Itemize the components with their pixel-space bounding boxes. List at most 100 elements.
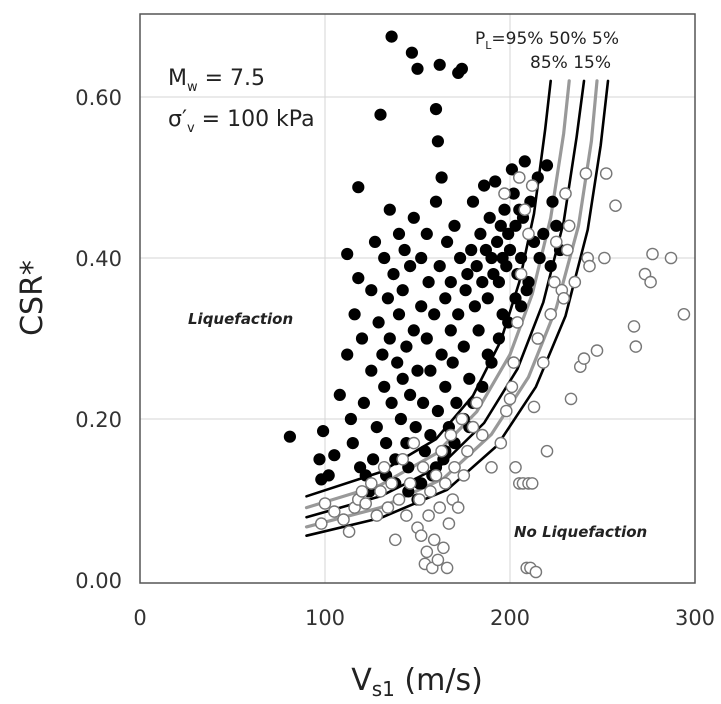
liquefaction-point [376,348,389,361]
liquefaction-point [481,292,494,305]
no-liquefaction-point [374,485,387,498]
no-liquefaction-point [370,509,384,522]
liquefaction-point [444,324,457,337]
no-liquefaction-point [529,565,543,579]
liquefaction-point [489,175,502,188]
liquefaction-point [352,272,365,285]
liquefaction-point [485,251,498,265]
liquefaction-point [378,251,391,265]
no-liquefaction-point [342,525,356,539]
x-tick-label: 300 [675,606,715,630]
liquefaction-point [404,260,417,273]
liquefaction-region-label: Liquefaction [188,310,293,328]
y-tick-label: 0.40 [75,247,122,271]
liquefaction-point [500,260,513,273]
no-liquefaction-point [537,356,550,369]
liquefaction-point [498,203,511,216]
y-axis-title: CSR* [15,260,50,336]
liquefaction-point [357,396,370,409]
liquefaction-point [341,247,354,261]
no-liquefaction-point [388,533,402,547]
liquefaction-point [333,388,346,401]
no-liquefaction-point [364,477,378,490]
no-liquefaction-point [381,501,395,514]
no-liquefaction-point [444,428,458,442]
liquefaction-point [341,348,354,361]
liquefaction-point [411,62,424,75]
no-liquefaction-point [509,460,522,474]
liquefaction-point [398,243,411,257]
liquefaction-point [392,227,406,240]
liquefaction-point [418,445,431,458]
liquefaction-point [468,300,481,313]
liquefaction-point [420,227,433,240]
liquefaction-point [461,268,474,281]
liquefaction-point [409,421,422,434]
liquefaction-point [431,404,444,418]
liquefaction-point [381,292,394,305]
liquefaction-point [380,437,393,450]
liquefaction-point [283,430,296,443]
liquefaction-point [372,316,385,329]
liquefaction-point [435,171,448,184]
no-liquefaction-point [438,477,452,490]
no-liquefaction-point [440,561,454,575]
liquefaction-point [439,380,452,393]
probability-label-line2: 85% 15% [530,53,611,73]
no-liquefaction-point [318,497,332,510]
liquefaction-point [370,421,383,434]
y-tick-label: 0.20 [75,408,122,432]
liquefaction-point [415,251,428,265]
no-liquefaction-point [531,332,545,345]
no-liquefaction-point [448,460,461,474]
liquefaction-point [424,429,437,442]
no-liquefaction-point [498,187,511,200]
liquefaction-point [385,396,398,409]
liquefaction-point [346,437,359,450]
no-liquefaction-point [396,452,410,466]
curve-pl-85 [304,79,571,510]
no-liquefaction-point [561,243,574,257]
no-liquefaction-point [377,460,391,474]
liquefaction-point [428,308,441,321]
no-liquefaction-point [437,541,450,555]
liquefaction-point [441,235,454,248]
probability-label-line1: PL=95% 50% 5% [475,29,619,52]
liquefaction-point [429,195,443,208]
liquefaction-point [494,219,507,232]
no-liquefaction-point [590,344,604,357]
no-liquefaction-point [431,553,445,567]
no-liquefaction-point [579,167,593,180]
liquefaction-point [368,235,382,248]
liquefaction-point [344,412,357,426]
liquefaction-point [365,364,378,377]
liquefaction-point [492,332,505,345]
liquefaction-point [355,332,369,345]
no-liquefaction-point [564,392,578,406]
no-liquefaction-point [407,436,421,450]
liquefaction-point [415,300,428,313]
data-points [283,30,691,579]
no-liquefaction-point [385,477,398,490]
no-liquefaction-point [527,400,541,414]
no-liquefaction-point [429,469,443,482]
no-liquefaction-point [461,444,474,458]
liquefaction-point [383,332,396,345]
no-liquefaction-point [442,517,456,530]
no-liquefaction-point [337,513,350,526]
no-liquefaction-point [392,493,406,506]
liquefaction-point [400,340,413,353]
liquefaction-point [429,103,443,116]
no-liquefaction-point [664,251,678,265]
y-tick-label: 0.60 [75,86,122,110]
liquefaction-point [391,356,404,369]
liquefaction-point [491,235,504,248]
liquefaction-point [396,372,409,385]
liquefaction-point [502,227,515,240]
no-liquefaction-point [557,291,571,305]
magnitude-annotation: Mw = 7.5 [168,66,265,95]
liquefaction-point [520,284,533,297]
curve-pl-5 [305,79,610,538]
liquefaction-point [317,425,330,438]
liquefaction-point [367,453,380,466]
